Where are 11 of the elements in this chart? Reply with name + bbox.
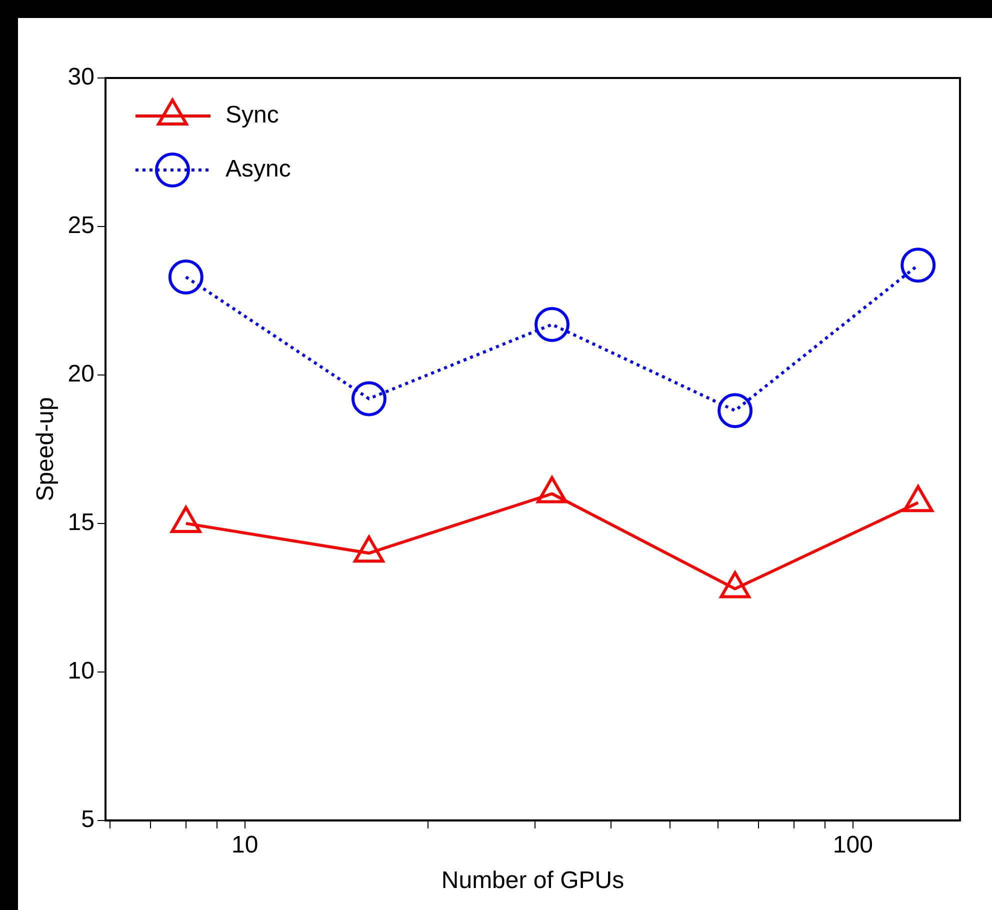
y-tick-label: 15	[68, 509, 94, 536]
y-tick-label: 30	[68, 64, 94, 91]
legend-label: Async	[225, 156, 291, 183]
y-tick-label: 20	[68, 360, 94, 388]
x-tick-label: 100	[832, 831, 873, 858]
y-tick-label: 10	[68, 658, 94, 685]
legend-label: Sync	[225, 102, 279, 129]
x-axis-title: Number of GPUs	[441, 867, 624, 894]
y-axis-title: Speed-up	[32, 397, 60, 502]
y-tick-label: 5	[81, 806, 94, 834]
y-tick-label: 25	[68, 212, 94, 240]
